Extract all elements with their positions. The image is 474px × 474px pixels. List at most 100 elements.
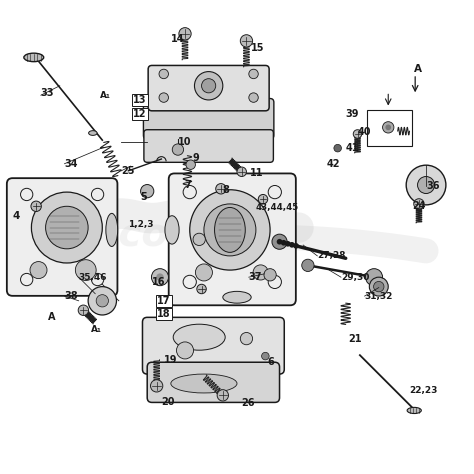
Text: ecooper: ecooper — [92, 216, 268, 254]
Circle shape — [190, 190, 270, 270]
Ellipse shape — [165, 216, 179, 244]
Ellipse shape — [24, 53, 44, 62]
FancyBboxPatch shape — [143, 318, 284, 374]
Text: 10: 10 — [178, 137, 191, 147]
Text: 21: 21 — [348, 334, 362, 344]
Text: 22,23: 22,23 — [410, 386, 438, 395]
Circle shape — [75, 260, 96, 281]
Circle shape — [20, 188, 33, 201]
Circle shape — [201, 79, 216, 93]
Circle shape — [302, 259, 314, 272]
Circle shape — [374, 282, 384, 292]
Text: A₁: A₁ — [91, 325, 101, 334]
FancyBboxPatch shape — [144, 130, 273, 162]
Text: 12: 12 — [133, 109, 147, 119]
Text: 16: 16 — [152, 277, 165, 287]
Circle shape — [197, 284, 206, 294]
Text: 8: 8 — [222, 185, 229, 195]
FancyBboxPatch shape — [169, 173, 296, 305]
Text: 7: 7 — [184, 180, 191, 190]
Circle shape — [249, 93, 258, 102]
Ellipse shape — [215, 208, 245, 252]
Circle shape — [277, 239, 283, 245]
Circle shape — [240, 35, 253, 47]
Circle shape — [383, 122, 394, 133]
Text: 17: 17 — [157, 296, 171, 306]
Circle shape — [176, 342, 193, 359]
Circle shape — [258, 194, 268, 204]
Circle shape — [78, 305, 89, 316]
Circle shape — [353, 130, 362, 138]
Text: 35,46: 35,46 — [79, 273, 107, 282]
Text: 29,30: 29,30 — [341, 273, 369, 282]
Circle shape — [194, 72, 223, 100]
Text: 40: 40 — [357, 127, 371, 137]
Text: 1,2,3: 1,2,3 — [128, 220, 154, 229]
Text: 9: 9 — [192, 153, 199, 163]
Circle shape — [193, 233, 205, 246]
Bar — [367, 110, 412, 146]
FancyBboxPatch shape — [144, 99, 274, 139]
Circle shape — [414, 199, 424, 209]
Text: A: A — [414, 64, 422, 74]
Text: 33: 33 — [41, 88, 55, 98]
Circle shape — [159, 69, 168, 79]
Text: 5: 5 — [140, 192, 147, 202]
FancyBboxPatch shape — [148, 65, 269, 111]
Text: A: A — [48, 312, 55, 322]
Circle shape — [195, 264, 212, 281]
Text: 18: 18 — [157, 309, 171, 319]
Ellipse shape — [89, 131, 97, 136]
Ellipse shape — [106, 213, 118, 246]
Circle shape — [268, 185, 282, 199]
Ellipse shape — [171, 374, 237, 393]
Circle shape — [240, 332, 253, 345]
Circle shape — [253, 265, 268, 280]
Circle shape — [20, 273, 33, 286]
Circle shape — [285, 241, 291, 246]
Circle shape — [156, 273, 164, 281]
Text: 38: 38 — [64, 291, 78, 301]
Circle shape — [186, 160, 195, 169]
FancyBboxPatch shape — [147, 362, 280, 402]
Circle shape — [31, 201, 41, 211]
Circle shape — [216, 183, 226, 194]
Circle shape — [406, 165, 446, 205]
Circle shape — [237, 167, 246, 176]
Text: 41: 41 — [346, 143, 359, 153]
Circle shape — [141, 184, 154, 198]
Ellipse shape — [173, 324, 225, 350]
Text: A₁: A₁ — [100, 91, 111, 100]
Circle shape — [249, 69, 258, 79]
Text: 34: 34 — [64, 159, 78, 169]
Text: 37: 37 — [249, 272, 262, 282]
Text: 4: 4 — [12, 211, 20, 221]
Text: 19: 19 — [164, 355, 177, 365]
Circle shape — [365, 269, 383, 286]
Text: 27,28: 27,28 — [318, 251, 346, 260]
FancyBboxPatch shape — [7, 178, 118, 296]
Circle shape — [217, 390, 228, 401]
Circle shape — [334, 145, 341, 152]
Circle shape — [179, 27, 191, 40]
Text: 31,32: 31,32 — [365, 292, 393, 301]
Circle shape — [88, 287, 117, 315]
Circle shape — [289, 242, 295, 247]
Circle shape — [183, 275, 196, 289]
Circle shape — [46, 206, 88, 249]
Circle shape — [31, 192, 102, 263]
Circle shape — [281, 240, 286, 246]
Ellipse shape — [407, 407, 421, 413]
Circle shape — [91, 273, 104, 286]
Text: 11: 11 — [250, 168, 263, 178]
Circle shape — [293, 243, 299, 249]
Text: 15: 15 — [251, 43, 264, 53]
Text: 6: 6 — [268, 357, 274, 367]
Circle shape — [152, 269, 168, 286]
Circle shape — [151, 380, 163, 392]
Text: 13: 13 — [133, 95, 147, 105]
Circle shape — [272, 234, 287, 249]
Circle shape — [159, 93, 168, 102]
Circle shape — [204, 204, 256, 256]
Text: 20: 20 — [161, 397, 175, 408]
